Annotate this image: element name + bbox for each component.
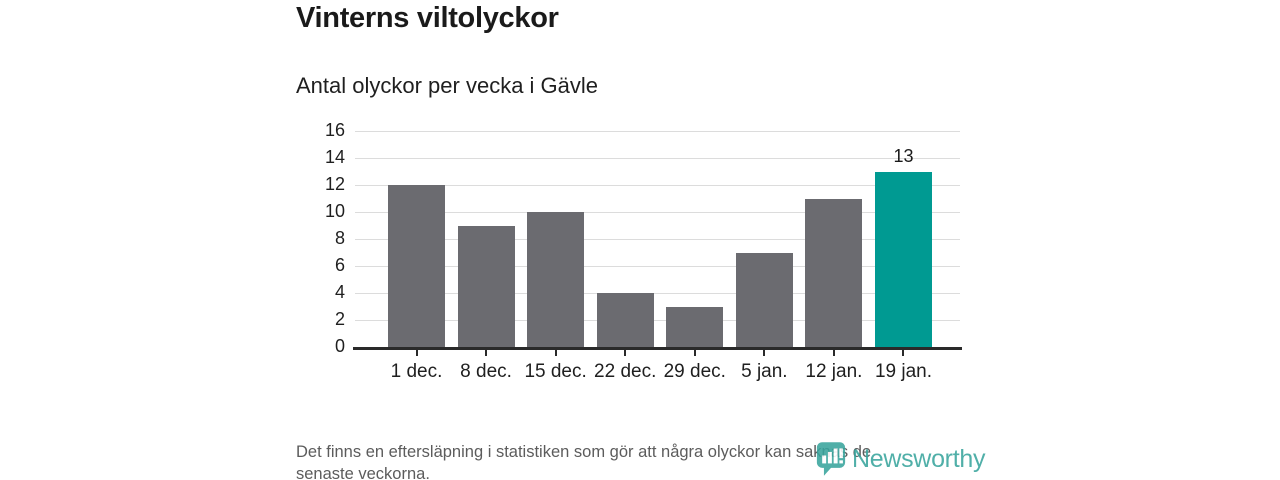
gridline-2	[355, 320, 960, 321]
x-axis-tick-label: 8 dec.	[460, 361, 512, 382]
bar-12jan	[805, 198, 863, 347]
x-axis-tick-label: 19 jan.	[874, 361, 932, 382]
footnote-line-2: senaste veckorna.	[296, 465, 430, 480]
x-axis-tick	[624, 350, 627, 356]
x-axis-tick-label: 29 dec.	[663, 361, 726, 382]
x-axis-tick-label: 5 jan.	[741, 361, 788, 382]
x-axis-tick	[554, 350, 557, 356]
x-axis-tick	[485, 350, 488, 356]
x-axis-tick	[902, 350, 905, 356]
x-axis-tick-label: 1 dec.	[390, 361, 443, 382]
x-axis-line	[353, 347, 962, 350]
newsworthy-logo: Newsworthy	[816, 440, 985, 478]
bar-15dec	[527, 212, 585, 347]
x-axis-tick	[832, 350, 835, 356]
y-axis-tick-label: 10	[324, 201, 345, 221]
y-axis-tick-label: 14	[324, 147, 345, 167]
footnote-line-1: Det finns en eftersläpning i statistiken…	[296, 443, 872, 461]
bar-8dec	[457, 225, 515, 347]
y-axis-tick-label: 8	[334, 228, 345, 248]
bar-5jan	[735, 252, 793, 347]
gridline-10	[355, 212, 960, 213]
y-axis-tick-label: 2	[334, 309, 345, 329]
gridline-8	[355, 239, 960, 240]
x-axis-tick-label: 22 dec.	[594, 361, 657, 382]
chart-footnote: Det finns en eftersläpning i statistiken…	[296, 441, 871, 480]
x-axis-tick	[415, 350, 418, 356]
highlighted-bar-value-label: 13	[893, 145, 914, 166]
gridline-6	[355, 266, 960, 267]
gridline-4	[355, 293, 960, 294]
bar-1dec	[388, 185, 445, 347]
x-axis-tick	[693, 350, 696, 356]
bar-29dec	[666, 306, 724, 347]
y-axis-tick-label: 0	[334, 336, 345, 356]
y-axis-tick-label: 6	[334, 255, 345, 275]
gridline-14	[355, 158, 960, 159]
x-axis-tick-label: 15 dec.	[524, 361, 587, 382]
y-axis-tick-label: 12	[324, 174, 345, 194]
newsworthy-logo-text: Newsworthy	[852, 444, 986, 473]
x-axis-tick-label: 12 jan.	[805, 361, 863, 382]
newsworthy-marker-icon	[816, 442, 846, 476]
gridline-16	[355, 131, 960, 132]
y-axis-tick-label: 16	[324, 120, 345, 140]
bar-22dec	[596, 293, 654, 347]
bar-19jan	[874, 171, 932, 347]
x-axis-tick	[763, 350, 766, 356]
gridline-12	[355, 185, 960, 186]
chart-subtitle: Antal olyckor per vecka i Gävle	[296, 73, 599, 98]
y-axis-tick-label: 4	[334, 282, 345, 302]
chart-title: Vinterns viltolyckor	[296, 2, 559, 34]
